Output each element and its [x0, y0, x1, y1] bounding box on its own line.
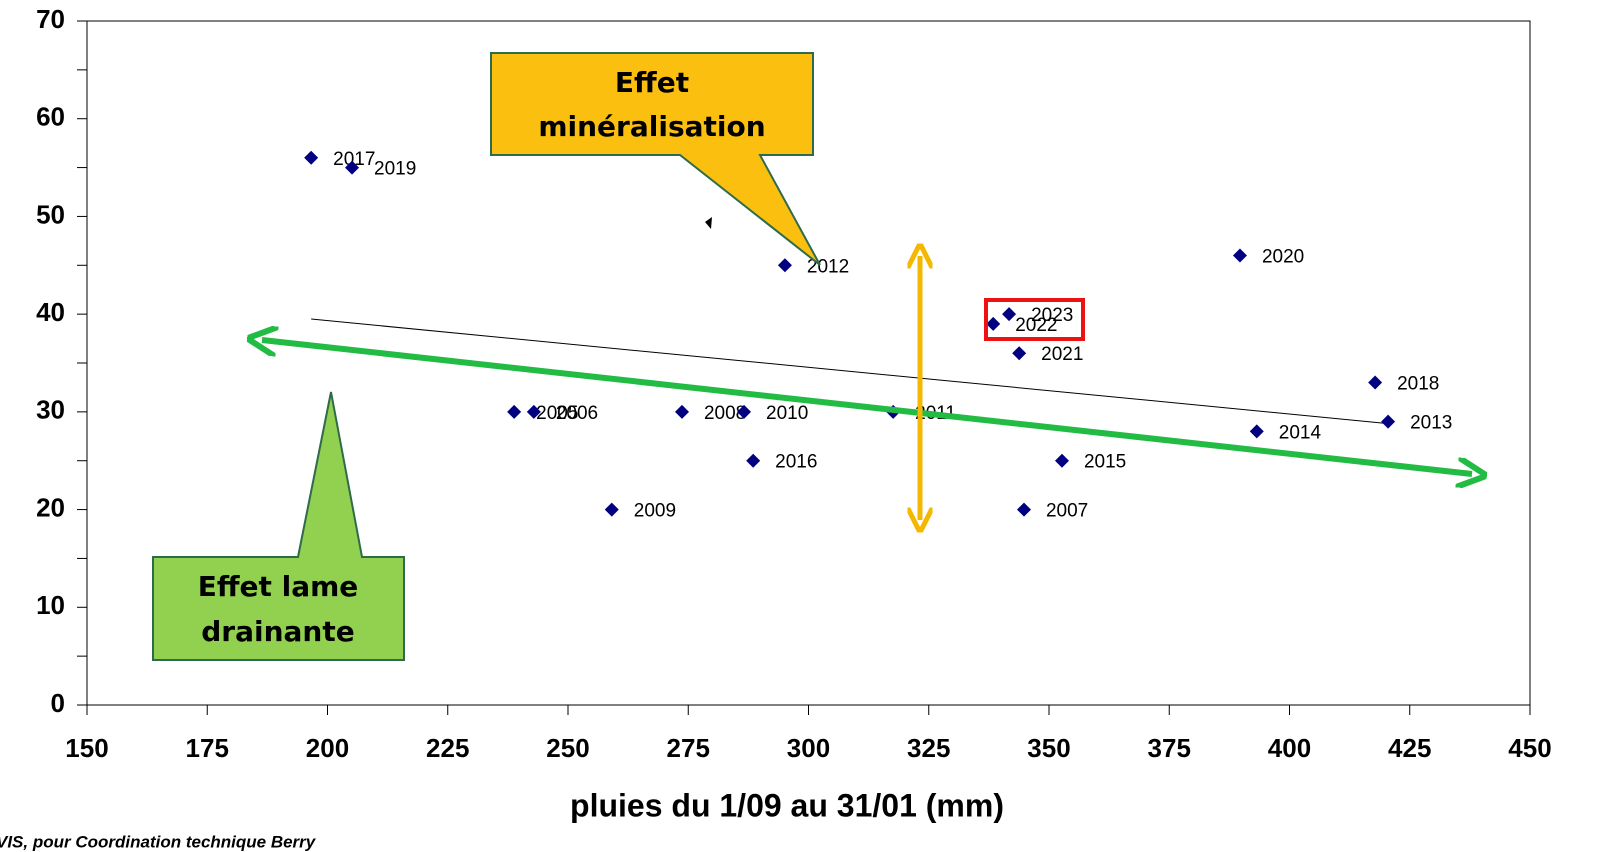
point	[1381, 414, 1396, 429]
point	[1368, 375, 1383, 390]
x-tick-label: 225	[426, 733, 469, 763]
y-tick-label: 60	[36, 102, 65, 132]
y-tick-label: 50	[36, 199, 65, 229]
y-tick-label: 0	[51, 688, 65, 718]
point-label: 2019	[374, 159, 416, 180]
y-tick-label: 20	[36, 492, 65, 522]
x-tick-label: 350	[1027, 733, 1070, 763]
annotation: Effet lame	[198, 570, 359, 603]
y-tick-label: 40	[36, 297, 65, 327]
x-tick-label: 375	[1148, 733, 1191, 763]
point	[604, 502, 619, 517]
callout-drainage	[152, 391, 405, 661]
point	[746, 453, 761, 468]
point	[1012, 346, 1027, 361]
point-label: 2018	[1397, 374, 1439, 395]
point-label: 2021	[1041, 344, 1083, 365]
small-pointer	[705, 217, 712, 229]
x-tick-label: 275	[667, 733, 710, 763]
point-label: 2023	[1031, 305, 1073, 326]
point	[1249, 424, 1264, 439]
point-label: 2015	[1084, 452, 1126, 473]
y-tick-label: 30	[36, 395, 65, 425]
x-tick-label: 325	[907, 733, 950, 763]
point-label: 2010	[766, 403, 808, 424]
highlight-box	[984, 298, 1085, 341]
point-label: 2017	[333, 149, 375, 170]
x-tick-label: 200	[306, 733, 349, 763]
point	[674, 404, 689, 419]
point-label: 2016	[775, 452, 817, 473]
annotation: Effet	[615, 66, 689, 99]
y-tick-label: 10	[36, 590, 65, 620]
annotation: minéralisation	[538, 110, 765, 143]
point-label: 2020	[1262, 247, 1304, 268]
x-tick-label: 250	[546, 733, 589, 763]
point	[1016, 502, 1031, 517]
point-label: 2013	[1410, 413, 1452, 434]
point-label: 2009	[634, 501, 676, 522]
point-label: 2006	[556, 403, 598, 424]
y-tick-label: 70	[36, 4, 65, 34]
point	[507, 404, 522, 419]
point	[986, 316, 1001, 331]
source: VIS, pour Coordination technique Berry	[0, 832, 317, 851]
x-tick-label: 450	[1508, 733, 1551, 763]
x-tick-label: 425	[1388, 733, 1431, 763]
point	[777, 258, 792, 273]
annotation: drainante	[201, 615, 354, 648]
x-axis-title: pluies du 1/09 au 31/01 (mm)	[570, 787, 1004, 823]
point-label: 2022	[1015, 315, 1057, 336]
x-tick-label: 150	[65, 733, 108, 763]
point	[345, 160, 360, 175]
point	[1002, 307, 1017, 322]
point-label: 2007	[1046, 501, 1088, 522]
point-label: 2014	[1279, 422, 1322, 443]
green-arrow	[262, 340, 1472, 474]
callout-mineral	[490, 52, 821, 266]
x-tick-label: 175	[186, 733, 229, 763]
x-tick-label: 300	[787, 733, 830, 763]
x-tick-label: 400	[1268, 733, 1311, 763]
point	[1054, 453, 1069, 468]
point	[304, 150, 319, 165]
point	[1232, 248, 1247, 263]
